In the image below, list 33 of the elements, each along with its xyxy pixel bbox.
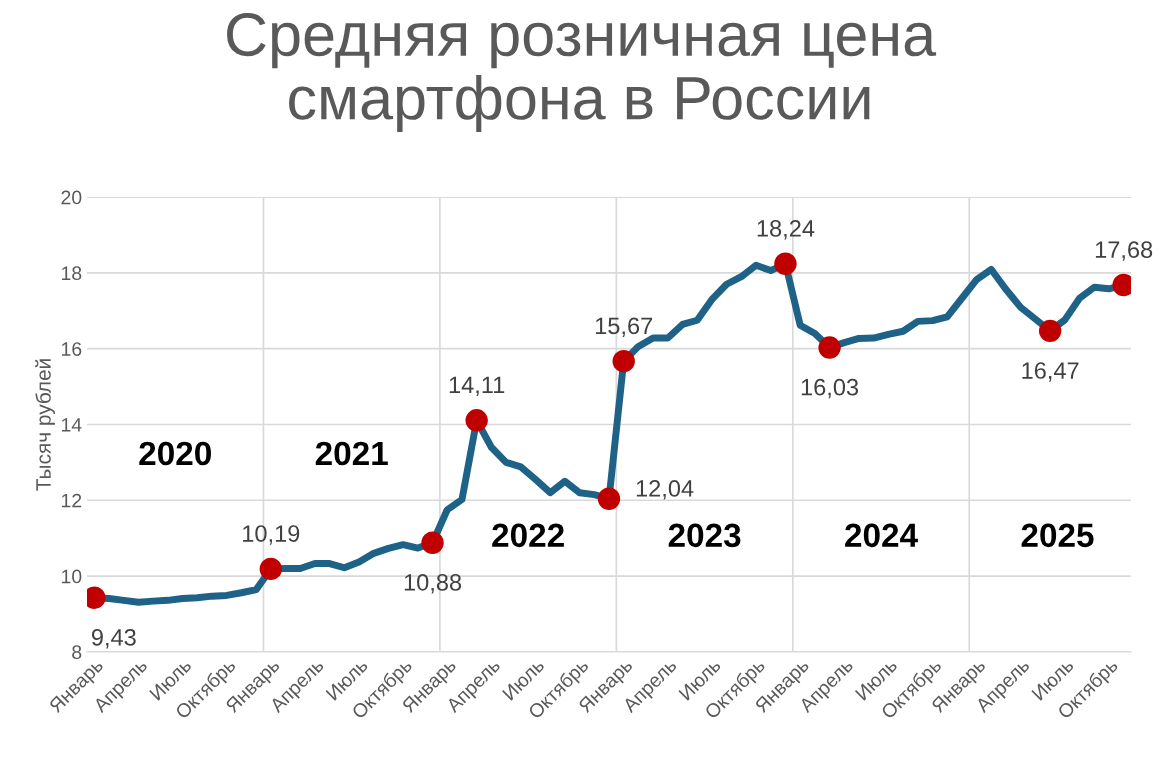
data-label: 9,43: [91, 628, 136, 649]
y-tick-label: 20: [61, 190, 82, 205]
data-label: 10,19: [243, 525, 300, 545]
data-label: 16,47: [1022, 362, 1079, 382]
annotation: 2024: [845, 523, 918, 548]
data-label: 15,67: [595, 317, 653, 337]
data-label: 12,04: [636, 480, 694, 500]
data-label: 17,68: [1095, 241, 1153, 261]
data-label: 10,88: [404, 574, 462, 594]
point: [421, 531, 444, 554]
point: [1038, 319, 1062, 343]
point: [612, 349, 635, 373]
annotation: 2022: [492, 523, 564, 548]
point: [597, 487, 621, 510]
y-tick-label: 10: [62, 569, 82, 584]
annotation: 2021: [315, 441, 388, 466]
y-tick-label: 12: [62, 493, 82, 508]
point: [259, 557, 282, 581]
data-label: 14,11: [449, 376, 505, 397]
data-label: 16,03: [801, 378, 859, 399]
y-axis-title: Тысяч рублей: [35, 359, 55, 491]
y-tick-label: 16: [62, 342, 82, 356]
point: [465, 409, 488, 432]
annotation: 2020: [139, 441, 211, 466]
point: [774, 252, 797, 275]
y-tick-label: 8: [72, 645, 82, 660]
annotation: 2025: [1021, 523, 1094, 548]
y-tick-label: 14: [62, 418, 82, 432]
annotation: 2023: [668, 523, 741, 548]
y-tick-label: 18: [62, 266, 82, 281]
point: [818, 336, 841, 359]
chart-title: Средняя розничная цена смартфона в России: [227, 12, 937, 132]
data-label: 18,24: [757, 220, 815, 240]
